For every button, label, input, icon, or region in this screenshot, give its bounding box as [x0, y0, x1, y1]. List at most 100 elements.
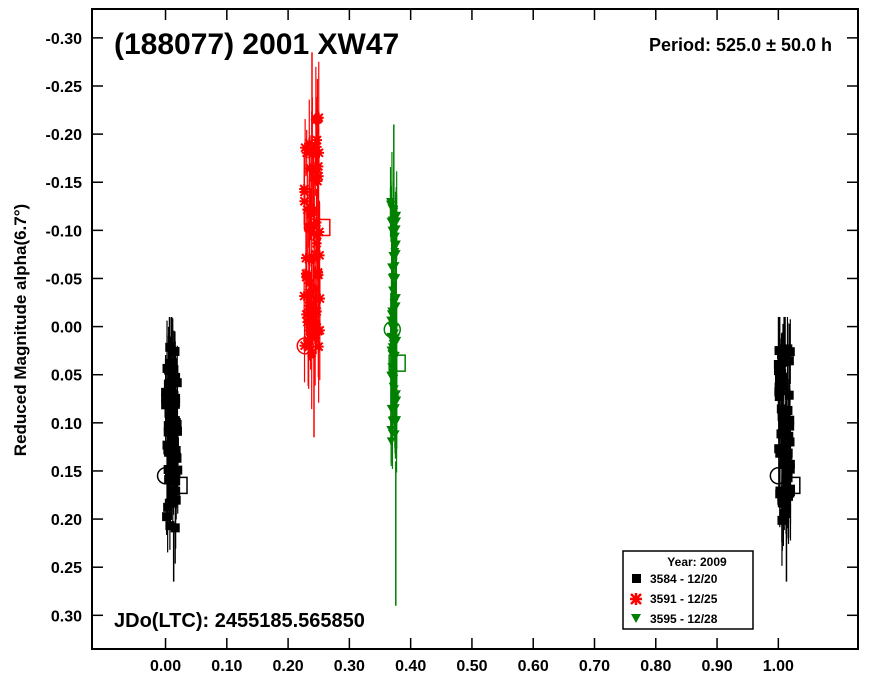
session-start-marker [296, 337, 315, 355]
legend-title: Year: 2009 [667, 555, 727, 569]
y-axis-label: Reduced Magnitude alpha(6.7°) [11, 204, 30, 456]
y-tick-label: -0.05 [46, 271, 83, 288]
data-point [164, 466, 174, 476]
data-point [391, 250, 401, 259]
data-point [165, 521, 175, 531]
data-point [775, 486, 785, 496]
data-point [779, 508, 789, 518]
x-axis-ticks: 0.00 0.10 0.20 0.30 0.40 0.50 0.60 0.70 0.80 0.90… [150, 9, 794, 675]
data-point [391, 302, 401, 311]
legend: Year: 2009 3584 - 12/20 3591 - 12/25 359… [622, 550, 754, 630]
y-tick-label: 0.10 [51, 416, 82, 433]
session-end-marker [313, 218, 331, 237]
data-point [168, 498, 178, 508]
data-point [783, 405, 793, 415]
session-start-marker [156, 467, 175, 485]
data-point [169, 391, 179, 401]
data-point [784, 356, 794, 366]
x-tick-label: 0.40 [395, 658, 426, 675]
data-point [165, 386, 175, 396]
y-tick-label: -0.30 [46, 31, 83, 48]
data-point [774, 444, 784, 454]
x-tick-label: 0.10 [211, 658, 242, 675]
data-point [164, 475, 174, 485]
x-tick-label: 0.80 [640, 658, 671, 675]
x-tick-label: 0.50 [456, 658, 487, 675]
y-tick-label: 0.30 [51, 608, 82, 625]
period-label: Period: 525.0 ± 50.0 h [649, 35, 832, 55]
data-point [171, 486, 181, 496]
x-tick-label: 0.60 [518, 658, 549, 675]
data-point [781, 445, 791, 455]
session-end-marker [783, 476, 801, 495]
data-point [170, 346, 180, 356]
x-tick-label: 0.00 [150, 658, 181, 675]
data-point [313, 171, 324, 182]
y-tick-label: -0.20 [46, 127, 83, 144]
data-point [777, 411, 787, 421]
legend-marker-square [632, 574, 641, 583]
data-point [164, 358, 174, 368]
y-tick-label: 0.00 [51, 320, 82, 337]
data-point [785, 421, 795, 431]
session-end-marker [388, 354, 406, 372]
x-tick-label: 0.70 [579, 658, 610, 675]
data-point [386, 316, 396, 325]
data-points [156, 52, 801, 606]
data-point [302, 317, 313, 328]
data-point [162, 440, 172, 450]
data-point [172, 453, 182, 463]
y-axis-ticks: -0.30 -0.25 -0.20 -0.15 -0.10 -0.05 0.00 0.05 0.… [46, 31, 858, 625]
x-tick-label: 0.20 [273, 658, 304, 675]
data-point [779, 459, 789, 469]
y-tick-label: 0.20 [51, 512, 82, 529]
data-point [773, 366, 783, 376]
y-tick-label: -0.10 [46, 223, 83, 240]
data-point [783, 344, 793, 354]
legend-entry-3595: 3595 - 12/28 [650, 612, 718, 626]
data-point [165, 420, 175, 430]
x-tick-label: 0.30 [334, 658, 365, 675]
data-point [307, 149, 318, 160]
session-start-marker [769, 467, 788, 485]
data-point [776, 429, 786, 439]
y-tick-label: 0.05 [51, 368, 82, 385]
data-point [313, 326, 324, 337]
y-tick-label: -0.25 [46, 79, 83, 96]
plot-frame [91, 8, 859, 650]
data-point [387, 429, 397, 438]
data-point [387, 350, 397, 359]
jdo-label: JDo(LTC): 2455185.565850 [114, 610, 365, 632]
y-tick-label: 0.15 [51, 464, 82, 481]
legend-entry-3584: 3584 - 12/20 [650, 572, 718, 586]
data-point [386, 371, 396, 380]
data-point [777, 495, 787, 505]
data-point [301, 272, 312, 283]
y-tick-label: -0.15 [46, 175, 83, 192]
data-point [303, 341, 314, 352]
data-point [777, 358, 787, 368]
session-start-marker [383, 320, 402, 339]
legend-marker-x [630, 593, 642, 605]
x-tick-label: 0.90 [701, 658, 732, 675]
data-point [162, 363, 172, 373]
legend-entry-3591: 3591 - 12/25 [650, 592, 718, 606]
data-point [385, 200, 395, 209]
data-point [162, 512, 172, 522]
legend-box [622, 550, 754, 630]
data-point [168, 398, 178, 408]
data-point [167, 426, 177, 436]
y-tick-label: 0.25 [51, 560, 82, 577]
data-point [313, 112, 324, 123]
data-point [781, 430, 791, 440]
x-tick-label: 1.00 [763, 658, 794, 675]
data-point [172, 378, 182, 388]
chart-title: (188077) 2001 XW47 [114, 28, 399, 61]
data-point [161, 387, 171, 397]
data-point [390, 418, 400, 427]
data-point [774, 382, 784, 392]
data-point [299, 184, 310, 195]
legend-marker-triangle [631, 614, 641, 623]
data-point [313, 267, 324, 278]
